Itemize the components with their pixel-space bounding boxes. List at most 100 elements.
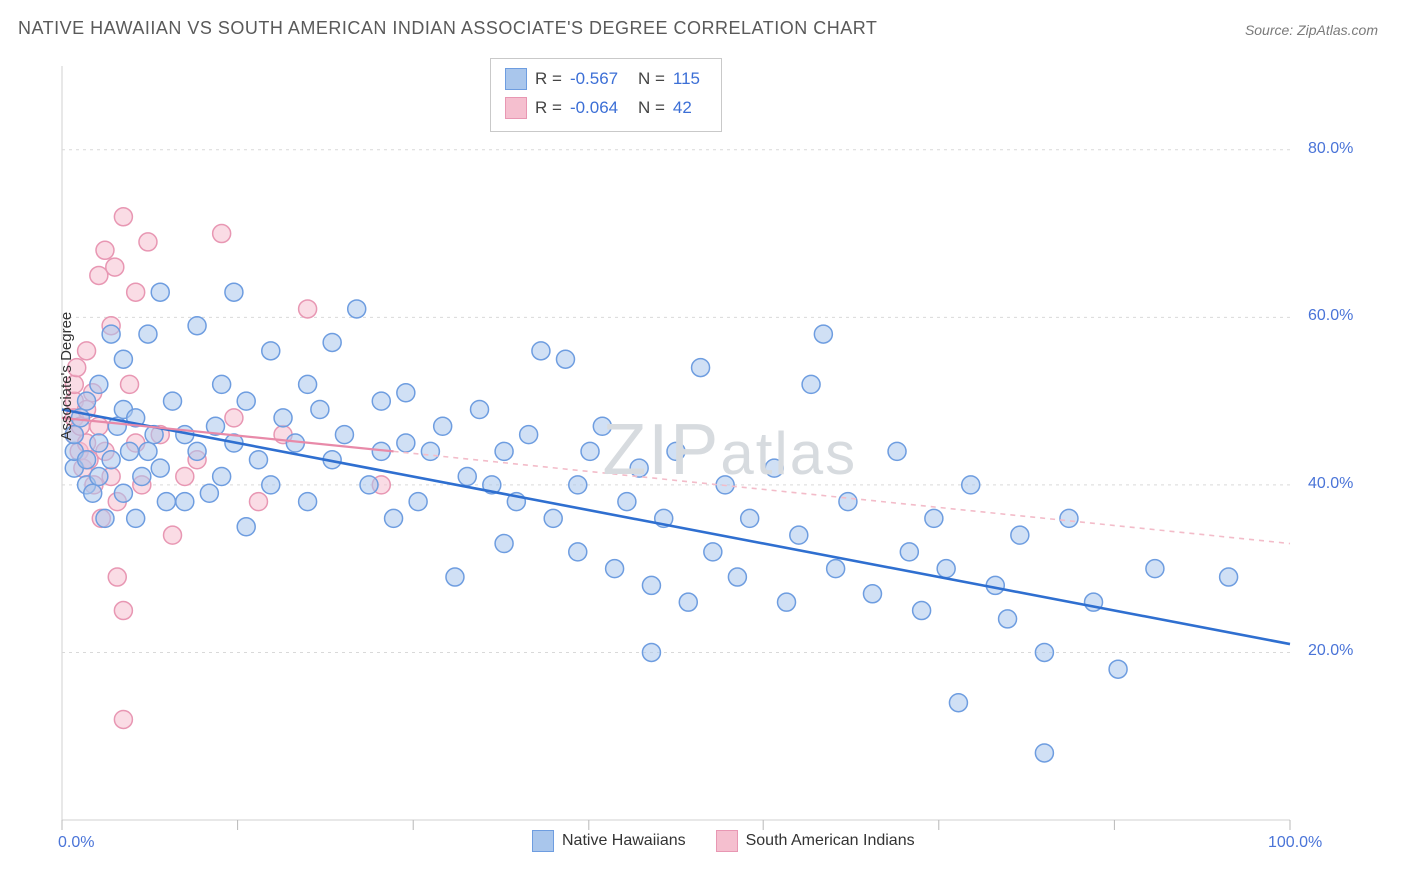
source-credit: Source: ZipAtlas.com: [1245, 22, 1378, 38]
data-point: [151, 283, 169, 301]
data-point: [937, 560, 955, 578]
data-point: [471, 400, 489, 418]
data-point: [593, 417, 611, 435]
data-point: [335, 426, 353, 444]
data-point: [790, 526, 808, 544]
data-point: [667, 442, 685, 460]
stats-row: R =-0.064N =42: [505, 94, 707, 123]
data-point: [121, 442, 139, 460]
data-point: [778, 593, 796, 611]
data-point: [397, 434, 415, 452]
y-tick-label: 20.0%: [1308, 642, 1353, 660]
data-point: [213, 225, 231, 243]
data-point: [741, 509, 759, 527]
data-point: [249, 493, 267, 511]
y-tick-label: 40.0%: [1308, 475, 1353, 493]
data-point: [114, 602, 132, 620]
data-point: [1060, 509, 1078, 527]
data-point: [900, 543, 918, 561]
data-point: [839, 493, 857, 511]
data-point: [114, 208, 132, 226]
legend-item: Native Hawaiians: [532, 830, 686, 852]
data-point: [495, 535, 513, 553]
data-point: [114, 350, 132, 368]
x-tick-label: 0.0%: [58, 834, 94, 852]
y-tick-label: 80.0%: [1308, 140, 1353, 158]
data-point: [164, 526, 182, 544]
data-point: [78, 342, 96, 360]
data-point: [1220, 568, 1238, 586]
data-point: [458, 468, 476, 486]
data-point: [78, 392, 96, 410]
legend: Native HawaiiansSouth American Indians: [532, 830, 915, 852]
data-point: [372, 392, 390, 410]
data-point: [827, 560, 845, 578]
data-point: [556, 350, 574, 368]
data-point: [299, 493, 317, 511]
r-value: -0.567: [570, 65, 630, 94]
data-point: [913, 602, 931, 620]
data-point: [114, 710, 132, 728]
data-point: [157, 493, 175, 511]
data-point: [642, 576, 660, 594]
data-point: [446, 568, 464, 586]
data-point: [925, 509, 943, 527]
data-point: [569, 543, 587, 561]
legend-swatch: [716, 830, 738, 852]
data-point: [618, 493, 636, 511]
data-point: [949, 694, 967, 712]
correlation-stats-box: R = -0.567 N = 115R =-0.064N =42: [490, 58, 722, 132]
stats-row: R = -0.567 N = 115: [505, 65, 707, 94]
data-point: [863, 585, 881, 603]
data-point: [90, 434, 108, 452]
data-point: [262, 342, 280, 360]
data-point: [1035, 744, 1053, 762]
data-point: [1146, 560, 1164, 578]
y-axis-label: Associate's Degree: [58, 312, 75, 441]
data-point: [299, 300, 317, 318]
data-point: [495, 442, 513, 460]
data-point: [262, 476, 280, 494]
data-point: [728, 568, 746, 586]
data-point: [90, 375, 108, 393]
data-point: [299, 375, 317, 393]
data-point: [679, 593, 697, 611]
data-point: [108, 568, 126, 586]
data-point: [114, 484, 132, 502]
data-point: [78, 451, 96, 469]
series-swatch: [505, 97, 527, 119]
data-point: [544, 509, 562, 527]
data-point: [630, 459, 648, 477]
legend-label: Native Hawaiians: [562, 832, 686, 850]
data-point: [127, 283, 145, 301]
data-point: [176, 468, 194, 486]
data-point: [962, 476, 980, 494]
data-point: [139, 325, 157, 343]
data-point: [765, 459, 783, 477]
n-value: 115: [673, 65, 707, 94]
data-point: [213, 468, 231, 486]
data-point: [96, 241, 114, 259]
y-tick-label: 60.0%: [1308, 307, 1353, 325]
data-point: [999, 610, 1017, 628]
data-point: [133, 468, 151, 486]
data-point: [1035, 643, 1053, 661]
n-label: N =: [638, 65, 665, 94]
data-point: [1011, 526, 1029, 544]
data-point: [139, 442, 157, 460]
data-point: [249, 451, 267, 469]
data-point: [888, 442, 906, 460]
x-tick-label: 100.0%: [1268, 834, 1322, 852]
n-label: N =: [638, 94, 665, 123]
data-point: [225, 409, 243, 427]
data-point: [802, 375, 820, 393]
data-point: [642, 643, 660, 661]
r-label: R =: [535, 94, 562, 123]
r-label: R =: [535, 65, 562, 94]
legend-swatch: [532, 830, 554, 852]
data-point: [606, 560, 624, 578]
scatter-svg: [50, 54, 1370, 844]
data-point: [581, 442, 599, 460]
series-swatch: [505, 68, 527, 90]
data-point: [176, 493, 194, 511]
